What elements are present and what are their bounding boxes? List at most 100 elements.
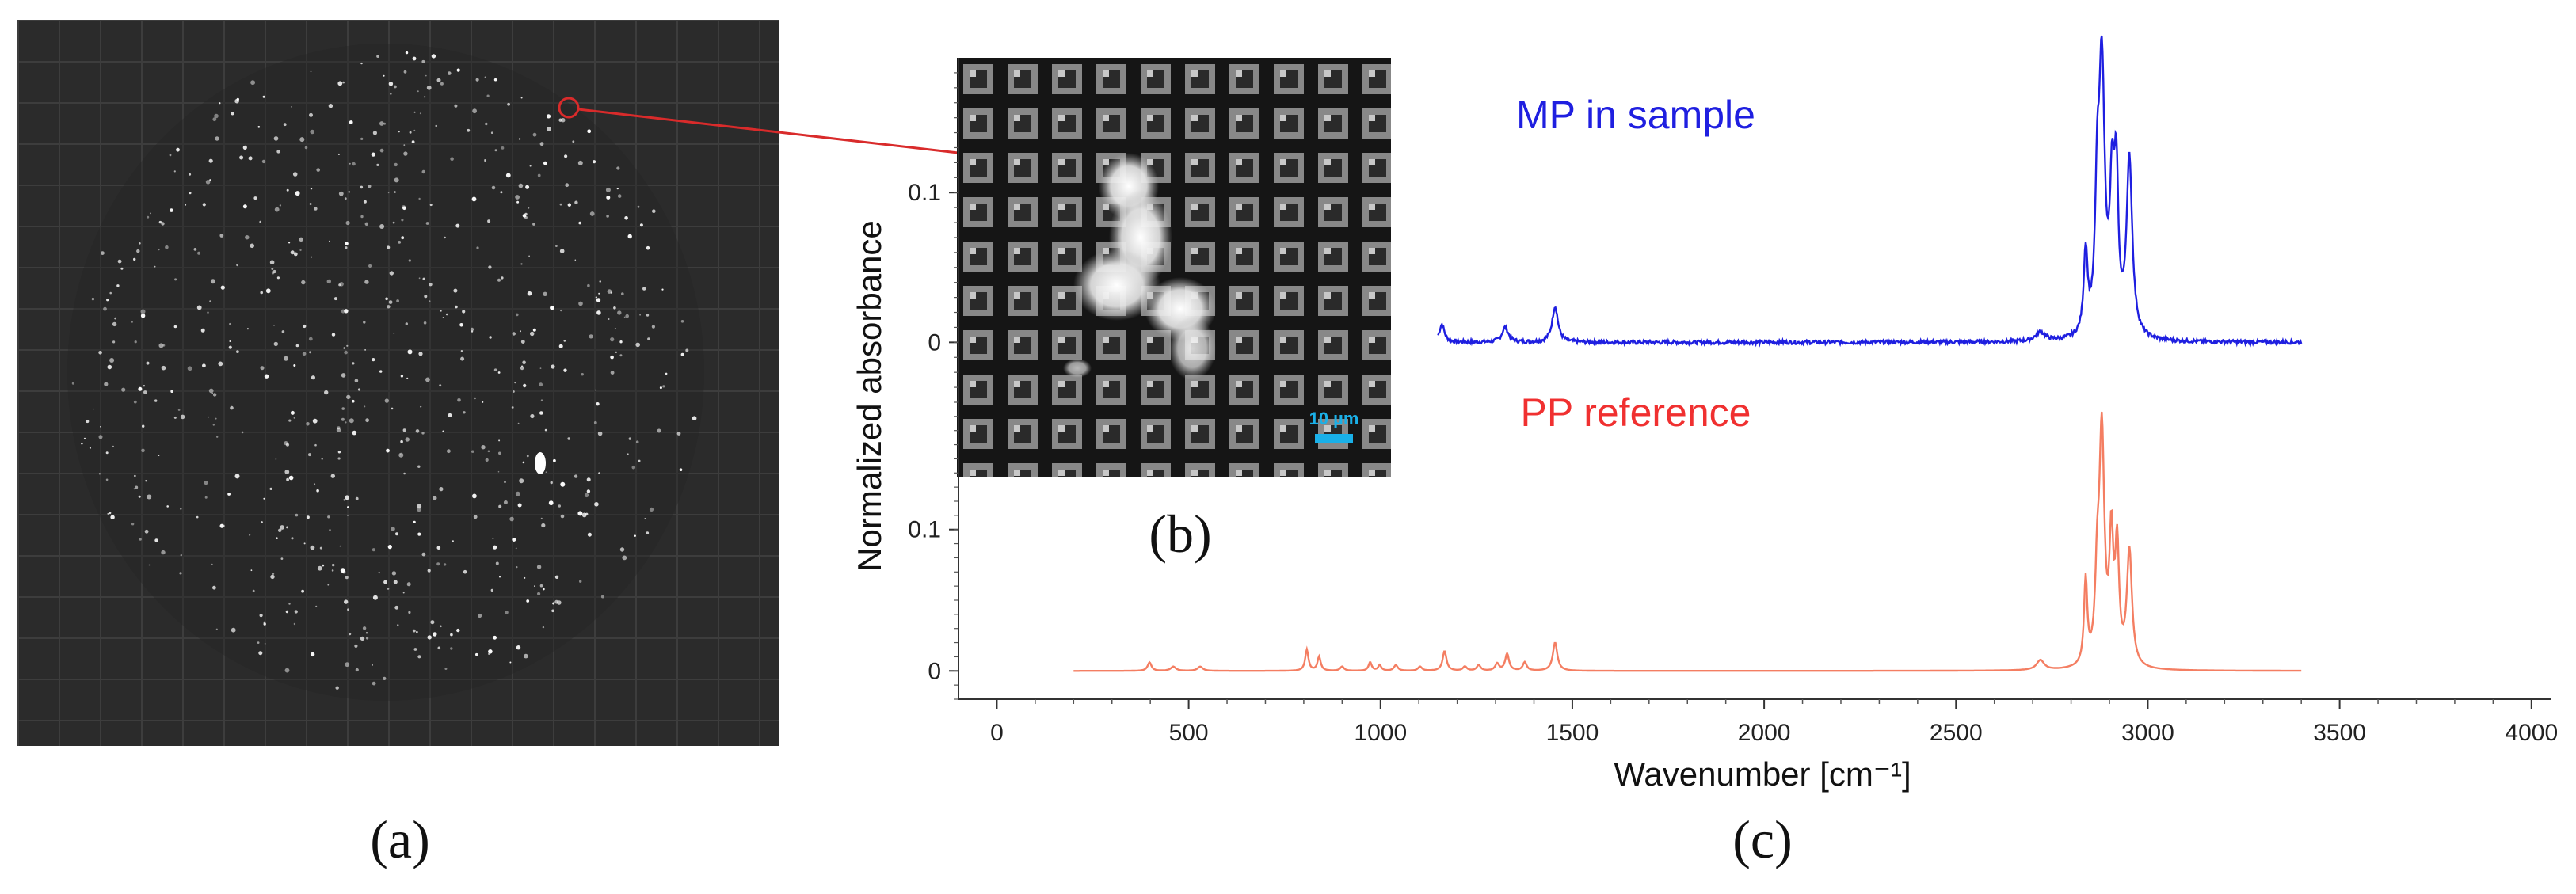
particle-speck	[215, 136, 219, 141]
particle-speck	[435, 124, 437, 127]
panel-label-b: (b)	[1149, 504, 1211, 564]
particle-speck	[439, 487, 444, 492]
particle-speck	[161, 222, 165, 226]
particle-speck	[329, 529, 331, 531]
particle-speck	[539, 411, 543, 415]
particle-speck	[402, 206, 406, 211]
particle-speck	[303, 542, 306, 545]
particle-speck	[442, 317, 444, 318]
particle-speck	[98, 435, 103, 439]
x-tick-label: 2500	[1930, 720, 1983, 746]
particle-speck	[333, 297, 337, 301]
particle-speck	[387, 192, 390, 194]
particle-speck	[103, 306, 107, 311]
particle-speck	[371, 152, 375, 157]
particle-speck	[597, 431, 603, 436]
particle-speck	[284, 356, 288, 361]
particle-speck	[481, 445, 486, 450]
particle-speck	[292, 172, 298, 177]
particle-speck	[532, 328, 536, 332]
y-tick-label: 0	[928, 329, 941, 356]
particle-speck	[523, 383, 527, 388]
particle-speck	[146, 361, 150, 365]
particle-speck	[408, 259, 411, 262]
particle-speck	[418, 352, 423, 356]
particle-speck	[540, 517, 543, 519]
particle-speck	[646, 314, 650, 317]
particle-speck	[143, 385, 146, 387]
particle-speck	[288, 603, 291, 605]
particle-speck	[219, 523, 224, 528]
particle-speck	[261, 521, 263, 523]
micrograph-image	[957, 58, 1391, 477]
particle-speck	[236, 350, 239, 353]
particle-speck	[498, 451, 501, 455]
particle-speck	[401, 219, 404, 222]
particle-speck	[425, 222, 429, 225]
particle-speck	[425, 377, 430, 382]
particle-speck	[548, 500, 554, 506]
particle-speck	[242, 145, 247, 150]
particle-speck	[275, 458, 277, 460]
particle-speck	[627, 234, 632, 239]
particle-speck	[500, 191, 503, 194]
particle-speck	[204, 496, 208, 499]
particle-speck	[417, 507, 421, 512]
particle-speck	[107, 512, 109, 515]
particle-speck	[401, 236, 405, 240]
particle-speck	[470, 327, 474, 332]
particle-speck	[112, 340, 116, 344]
particle-speck	[539, 382, 543, 387]
particle-speck	[472, 493, 477, 499]
particle-speck	[338, 191, 344, 196]
particle-speck	[394, 177, 399, 183]
particle-speck	[424, 96, 426, 98]
particle-speck	[659, 386, 662, 390]
particle-speck	[245, 235, 250, 240]
particle-speck	[286, 477, 289, 481]
particle-speck	[646, 245, 650, 250]
particle-speck	[349, 162, 351, 165]
particle-speck	[306, 515, 310, 519]
selected-particle-marker[interactable]	[558, 97, 580, 119]
particle-speck	[578, 301, 583, 306]
scale-bar-label: 10 µm	[1309, 409, 1359, 428]
particle-speck	[295, 513, 299, 517]
particle-speck	[484, 160, 486, 162]
particle-speck	[154, 538, 158, 542]
particle-speck	[302, 352, 307, 356]
particle-speck	[306, 422, 310, 426]
particle-speck	[417, 655, 421, 659]
particle-speck	[471, 330, 474, 333]
particle-speck	[429, 300, 431, 302]
particle-speck	[587, 532, 592, 537]
particle-speck	[552, 602, 555, 605]
particle-speck	[219, 102, 221, 105]
y-tick-label: 0.1	[908, 180, 941, 206]
particle-speck	[310, 188, 313, 190]
particle-speck	[619, 547, 625, 552]
particle-speck	[587, 129, 592, 134]
particle-speck	[259, 220, 262, 223]
particle-speck	[261, 159, 266, 164]
particle-speck	[416, 630, 418, 633]
particle-speck	[383, 122, 386, 125]
particle-speck	[179, 572, 182, 575]
particle-speck	[520, 365, 524, 367]
particle-speck	[109, 358, 115, 363]
particle-speck	[355, 496, 359, 500]
particle-speck	[264, 643, 266, 645]
particle-speck	[558, 118, 562, 122]
particle-speck	[365, 632, 368, 634]
particle-speck	[372, 595, 378, 600]
particle-speck	[610, 371, 615, 375]
particle-speck	[387, 305, 391, 309]
particle-speck	[276, 537, 278, 539]
particle-speck	[525, 185, 530, 189]
particle-speck	[349, 120, 353, 124]
particle-speck	[344, 599, 349, 604]
particle-speck	[219, 234, 224, 238]
particle-speck	[554, 575, 559, 579]
particle-speck	[174, 278, 177, 281]
particle-speck	[405, 51, 409, 55]
